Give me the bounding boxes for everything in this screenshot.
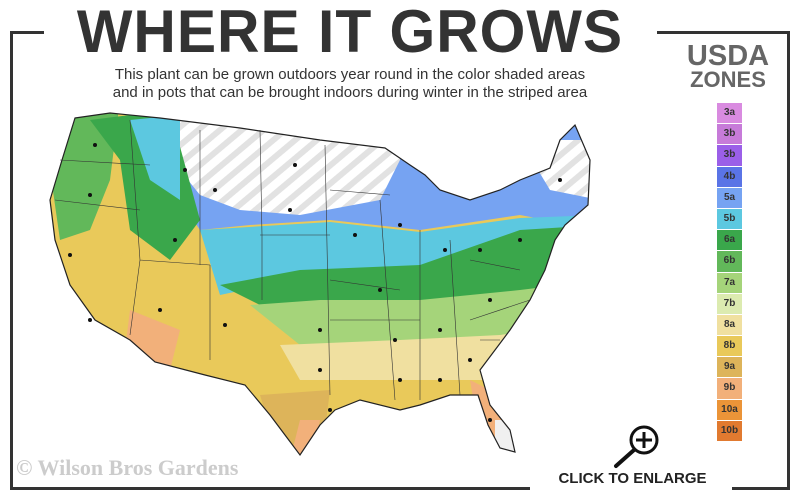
magnifier-plus-icon[interactable] — [606, 420, 666, 470]
city-markers — [68, 143, 562, 422]
legend-zone-3b: 3b — [717, 124, 742, 145]
legend-zone-5b: 5b — [717, 208, 742, 230]
legend-zone-5a: 5a — [717, 187, 742, 208]
legend-zone-8b: 8b — [717, 336, 742, 357]
legend-zone-4b: 4b — [717, 166, 742, 187]
frame-right — [787, 31, 790, 490]
zone-bands — [50, 113, 590, 455]
legend-title: USDA ZONES — [668, 40, 788, 92]
legend-title-zones: ZONES — [690, 67, 766, 92]
legend-zone-3b: 3b — [717, 145, 742, 166]
legend-zone-10b: 10b — [717, 420, 742, 441]
zone-legend: 3a 3b 3b 4b 5a 5b 6a 6b 7a 7b 8a 8b 9a 9b 10a 10b — [717, 103, 742, 442]
legend-zone-8a: 8a — [717, 314, 742, 336]
frame-top-left — [10, 31, 44, 34]
legend-zone-9a: 9a — [717, 357, 742, 378]
us-outline — [49, 112, 591, 457]
subtitle-line-1: This plant can be grown outdoors year ro… — [114, 66, 586, 83]
frame-left — [10, 31, 13, 490]
page-title: WHERE IT GROWS — [76, 0, 624, 65]
frame-top-right — [657, 31, 790, 34]
legend-zone-10a: 10a — [717, 399, 742, 420]
frame-bottom-left — [10, 487, 530, 490]
frame-bottom-right — [732, 487, 790, 490]
legend-zone-7b: 7b — [717, 293, 742, 314]
legend-title-usda: USDA — [686, 40, 770, 72]
legend-zone-3a: 3a — [717, 103, 742, 124]
legend-zone-6b: 6b — [717, 251, 742, 272]
legend-zone-6a: 6a — [717, 230, 742, 251]
subtitle-line-2: and in pots that can be brought indoors … — [112, 84, 588, 101]
legend-zone-7a: 7a — [717, 272, 742, 293]
copyright-watermark: © Wilson Bros Gardens — [16, 455, 239, 480]
legend-zone-9b: 9b — [717, 378, 742, 399]
click-to-enlarge-button[interactable]: CLICK TO ENLARGE — [558, 470, 707, 487]
state-borders — [54, 119, 531, 401]
